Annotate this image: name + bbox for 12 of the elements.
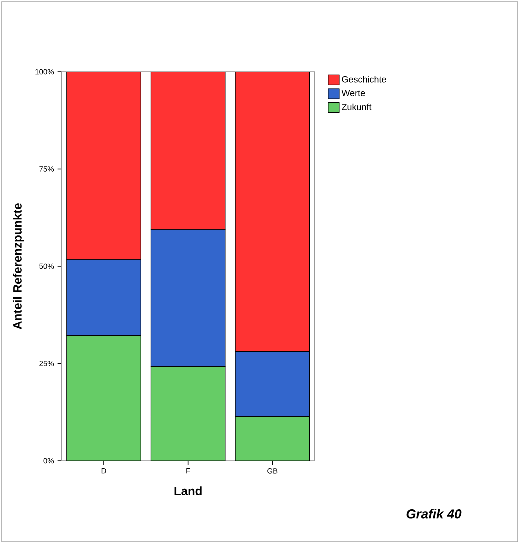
legend-label: Zukunft (342, 104, 372, 110)
legend-label: Werte (342, 90, 366, 96)
x-axis-title: Land (174, 486, 202, 496)
legend-label: Geschichte (342, 76, 386, 83)
bar (150, 72, 226, 230)
y-axis-title: Anteil Referenzpunkte (13, 204, 24, 330)
bar (66, 336, 142, 461)
bar (66, 72, 142, 260)
bar (151, 366, 226, 461)
bar (235, 72, 310, 352)
text: Grafik 40 (406, 509, 462, 519)
bar (235, 416, 310, 461)
